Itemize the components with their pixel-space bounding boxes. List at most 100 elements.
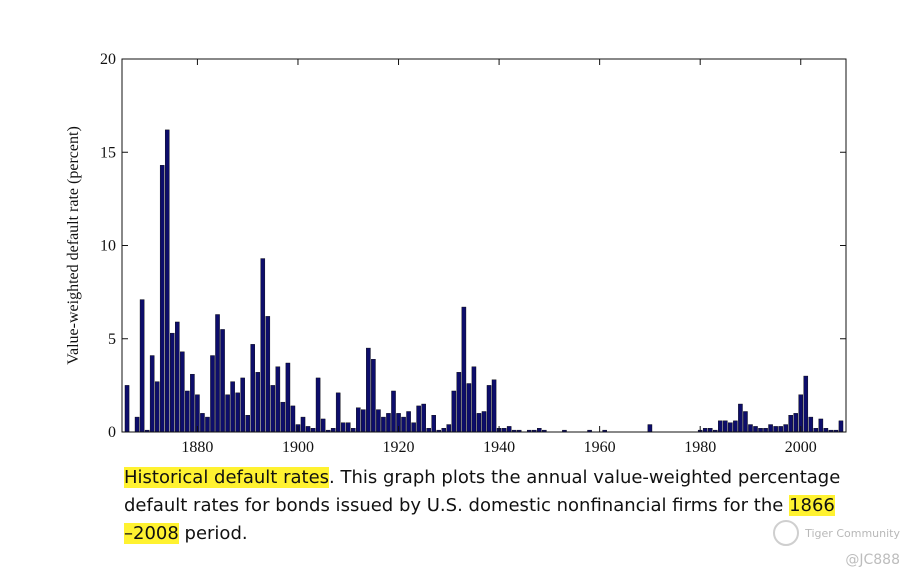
bar-1909 — [340, 422, 346, 433]
bar-1897 — [280, 401, 286, 433]
bar-1888 — [235, 392, 240, 433]
bar-1992 — [758, 428, 763, 433]
bar-2004 — [818, 418, 824, 433]
bar-1887 — [230, 381, 235, 433]
bar-1886 — [225, 394, 230, 433]
bar-1986 — [728, 422, 733, 433]
bar-1922 — [406, 411, 411, 433]
bar-1876 — [175, 321, 180, 433]
bar-1902 — [305, 426, 311, 433]
bar-2003 — [813, 428, 819, 433]
bar-1933 — [461, 306, 467, 433]
bar-1927 — [431, 415, 436, 433]
x-tick-label: 2000 — [785, 439, 817, 456]
bar-1931 — [451, 390, 457, 433]
bar-2002 — [808, 416, 814, 433]
bar-1948 — [537, 428, 542, 433]
bar-1899 — [290, 405, 296, 433]
bar-1915 — [371, 359, 376, 433]
bar-1970 — [647, 424, 653, 433]
bar-1991 — [753, 426, 758, 433]
bar-1896 — [275, 366, 281, 433]
bar-1883 — [210, 355, 215, 433]
bar-1874 — [164, 129, 170, 433]
bar-1868 — [134, 416, 140, 433]
bar-1869 — [139, 299, 145, 433]
bar-1894 — [265, 316, 271, 433]
bar-1984 — [718, 420, 723, 433]
bar-1885 — [220, 329, 225, 433]
bar-1923 — [411, 422, 416, 433]
bar-1930 — [446, 424, 452, 433]
bar-1932 — [456, 372, 462, 433]
bar-1879 — [190, 373, 195, 433]
bar-1941 — [501, 428, 507, 433]
bar-1872 — [154, 381, 160, 433]
bar-1914 — [366, 347, 371, 433]
bar-1987 — [733, 420, 738, 433]
bar-1939 — [491, 379, 497, 433]
bar-1895 — [270, 385, 276, 433]
x-tick-label: 1920 — [383, 439, 415, 456]
bar-1938 — [486, 385, 492, 433]
bar-1917 — [381, 416, 386, 433]
bar-1907 — [330, 428, 336, 433]
watermark-handle: @JC888 — [845, 552, 900, 568]
y-tick-label: 0 — [108, 424, 116, 441]
y-tick-label: 20 — [100, 51, 116, 68]
bar-1905 — [320, 418, 326, 433]
bar-1996 — [778, 426, 783, 433]
plot-frame — [121, 58, 847, 433]
y-tick-label: 15 — [100, 144, 116, 161]
bar-1929 — [441, 428, 447, 433]
bar-1935 — [471, 366, 477, 433]
watermark: Tiger Community — [773, 520, 900, 546]
bar-1903 — [310, 428, 316, 433]
y-axis-label: Value-weighted default rate (percent) — [65, 126, 82, 365]
bar-1878 — [185, 390, 190, 433]
bar-1884 — [215, 314, 220, 433]
bar-1866 — [124, 385, 130, 433]
bar-1989 — [743, 411, 748, 433]
bar-1994 — [768, 424, 773, 433]
bar-1881 — [200, 413, 205, 433]
bar-1911 — [351, 428, 356, 433]
caption-end: period. — [178, 523, 248, 544]
bar-1942 — [506, 426, 512, 433]
bar-1871 — [149, 355, 155, 433]
bar-1990 — [748, 424, 753, 433]
bar-1904 — [315, 377, 321, 433]
bar-1988 — [738, 403, 743, 433]
bar-1985 — [723, 420, 728, 433]
bar-1891 — [250, 344, 255, 433]
bar-1877 — [180, 351, 185, 433]
axis-ticks: 0 5 10 15 20 1880 1900 1920 1940 1960 1980 2000 — [100, 51, 846, 456]
bar-1873 — [159, 165, 165, 433]
x-tick-label: 1940 — [483, 439, 515, 456]
figure-caption: Historical default rates. This graph plo… — [124, 464, 844, 548]
bar-1901 — [300, 416, 306, 433]
bar-1913 — [361, 409, 366, 433]
watermark-brand: Tiger Community — [805, 526, 900, 540]
bar-1912 — [356, 407, 361, 433]
x-tick-label: 1880 — [181, 439, 213, 456]
bar-1918 — [386, 413, 391, 433]
bar-1916 — [376, 409, 381, 433]
x-tick-label: 1900 — [282, 439, 314, 456]
bar-1936 — [476, 413, 482, 433]
y-tick-label: 5 — [108, 331, 116, 348]
bar-1924 — [416, 405, 421, 433]
bar-1925 — [421, 403, 426, 433]
bar-1910 — [345, 422, 351, 433]
bar-1982 — [707, 428, 713, 433]
bar-1908 — [335, 392, 341, 433]
bar-1995 — [773, 426, 778, 433]
bar-1890 — [245, 415, 250, 433]
bar-1998 — [788, 415, 793, 433]
bar-2008 — [838, 420, 844, 433]
caption-highlight-title: Historical default rates — [124, 467, 330, 488]
bar-2005 — [823, 428, 829, 433]
y-tick-label: 10 — [100, 238, 116, 255]
bar-1934 — [466, 383, 472, 433]
